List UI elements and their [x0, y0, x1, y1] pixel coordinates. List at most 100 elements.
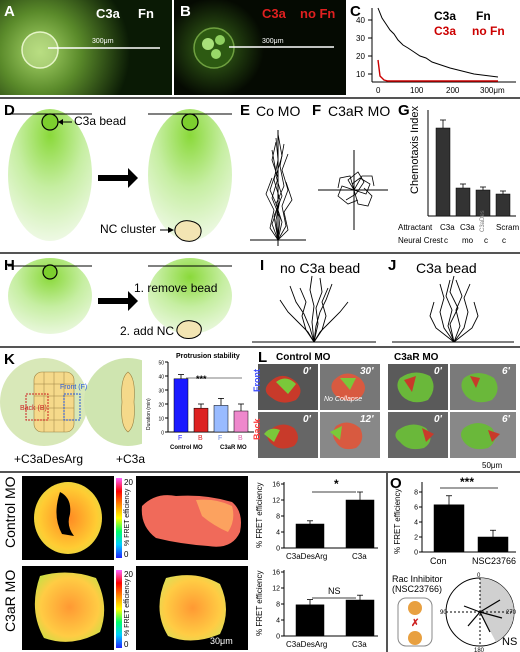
panel-k-treat2: +C3a: [116, 452, 146, 466]
panel-n-ylabel: % FRET efficiency: [255, 570, 264, 636]
panel-l-head2: C3aR MO: [394, 352, 439, 363]
panel-k-sig: ***: [196, 374, 207, 384]
panel-f-tracks: [318, 150, 388, 230]
panel-g-attractant-3: C3aDes: [480, 210, 486, 232]
panel-k-ytick-5: 40: [158, 375, 164, 381]
panel-o-cat-2: NSC23766: [472, 556, 516, 566]
panel-c-series-nofn: [377, 59, 498, 82]
panel-k-ytick-2: 10: [158, 417, 164, 423]
panel-l-time-4: 12': [360, 414, 374, 425]
panel-n-ytick-2: 4: [276, 618, 280, 625]
panel-k-ytick-4: 30: [158, 389, 164, 395]
panel-e-letter: E: [240, 102, 251, 119]
panel-k-treat1: +C3aDesArg: [14, 452, 84, 466]
panel-j-letter: J: [388, 257, 397, 274]
panel-l-time-5: 0': [434, 366, 442, 377]
panel-l-scalebar: 50μm: [482, 461, 503, 470]
panel-k-letter: K: [4, 351, 15, 368]
panel-k-bar-4: [233, 410, 249, 433]
panel-g-nc-2: mo: [462, 236, 474, 245]
panel-c-legend-fn: Fn: [476, 9, 491, 23]
separator-vertical: [386, 472, 388, 652]
panel-o-ylabel: % FRET efficiency: [393, 488, 402, 554]
panel-o-chart: % FRET efficiency 0 2 4 6 8 *** Con NSC23766: [393, 475, 516, 566]
panel-n-scalebar: 30μm: [210, 636, 233, 646]
panel-n-bar-1: [295, 604, 325, 637]
panel-o-ns: NS: [502, 636, 518, 648]
panel-m-rowlabel: Control MO: [2, 476, 18, 548]
panel-n-rowlabel: C3aR MO: [2, 569, 18, 632]
panel-d-letter: D: [4, 102, 15, 119]
panel-d-cluster-label: NC cluster: [100, 222, 157, 236]
panel-c-xtick-100: 100: [410, 86, 424, 95]
panel-i-tracks: [252, 275, 376, 343]
panel-o-angle-0: 0: [477, 573, 481, 579]
panel-b-label-c3a: C3a: [262, 6, 286, 21]
panel-g-nc-4: c: [502, 236, 506, 245]
panel-j-title: C3a bead: [416, 260, 477, 276]
panel-m-cb-label: % FRET efficiency: [124, 488, 131, 546]
panel-l-time-6: 6': [502, 366, 510, 377]
panel-o-ytick-4: 6: [414, 505, 418, 512]
panel-c-xtick-200: 200: [446, 86, 460, 95]
panel-a-label-fn: Fn: [138, 6, 154, 21]
panel-c-letter: C: [350, 3, 361, 20]
panel-o-letter: O: [390, 475, 402, 492]
separator-4: [0, 471, 520, 473]
panel-m-ytick-1: 0: [276, 546, 280, 553]
panel-m-ytick-2: 4: [276, 530, 280, 537]
panel-h-schematic: [8, 258, 232, 339]
panel-m-ytick-5: 16: [272, 482, 280, 489]
panel-n-cell-2: 30μm: [136, 566, 248, 650]
panel-o-cat-1: Con: [430, 556, 447, 566]
panel-d-schematic: [8, 109, 232, 242]
panel-o-angle-90: 90: [440, 610, 447, 616]
panel-o-rac-label1: Rac Inhibitor: [392, 574, 443, 584]
panel-k-front-label: Front (F): [60, 384, 88, 391]
panel-i-title: no C3a bead: [280, 260, 361, 276]
panel-n-cat-2: C3a: [352, 640, 367, 649]
panel-b-label-nofn: no Fn: [300, 6, 336, 21]
panel-m-cat-1: C3aDesArg: [286, 552, 327, 561]
panel-o-ytick-3: 4: [414, 520, 418, 527]
panel-o-bar-2: [477, 536, 509, 553]
panel-h-step1: 1. remove bead: [134, 281, 218, 295]
panel-m-cb-top: 20: [124, 478, 133, 487]
panel-m-bar-1: [295, 523, 325, 549]
panel-c-series-fn: [377, 7, 499, 78]
panel-c-legend-c3a-2: C3a: [434, 24, 456, 38]
panel-g-bar-4: [495, 193, 511, 217]
panel-k-xcat-2: B: [198, 435, 203, 442]
panel-m-ytick-3: 8: [276, 514, 280, 521]
panel-k-bar-3: [213, 405, 229, 433]
panel-g-bar-1: [435, 127, 451, 217]
panel-l-frame-8: [450, 412, 516, 458]
panel-k-bar-1: [173, 378, 189, 433]
panel-g-row2-label: Neural Crest: [398, 236, 444, 245]
panel-a-letter: A: [4, 3, 15, 20]
panel-l-frame-2: [320, 364, 380, 410]
panel-n-sig: NS: [328, 586, 341, 596]
panel-e-tracks: [250, 130, 306, 246]
panel-c-chart: 40 30 20 10 0 100 200 300μm C3a Fn C3a n…: [356, 7, 516, 95]
panel-o-ytick-5: 8: [414, 490, 418, 497]
panel-m-ytick-4: 12: [272, 498, 280, 505]
panel-g-letter: G: [398, 102, 410, 119]
panel-m-cb-bottom: 0: [124, 550, 129, 559]
separator-2: [0, 252, 520, 254]
panel-g-attractant-1: C3a: [440, 223, 455, 232]
panel-c-ytick-40: 40: [356, 16, 365, 25]
panel-n-ytick-5: 16: [272, 570, 280, 577]
panel-m-bar-2: [345, 499, 375, 549]
panel-b-image: [174, 0, 346, 95]
panel-l-frame-5: [388, 364, 448, 410]
panel-l-head1: Control MO: [276, 352, 331, 363]
panel-n-ytick-3: 8: [276, 602, 280, 609]
separator-3: [0, 346, 520, 348]
panel-l-time-3: 0': [303, 414, 311, 425]
panel-c-ytick-10: 10: [356, 70, 365, 79]
panel-e-title: Co MO: [256, 103, 301, 119]
panel-m-colorbar: [116, 478, 122, 558]
panel-o-angle-270: 270: [506, 610, 517, 616]
panel-i-letter: I: [260, 257, 265, 274]
